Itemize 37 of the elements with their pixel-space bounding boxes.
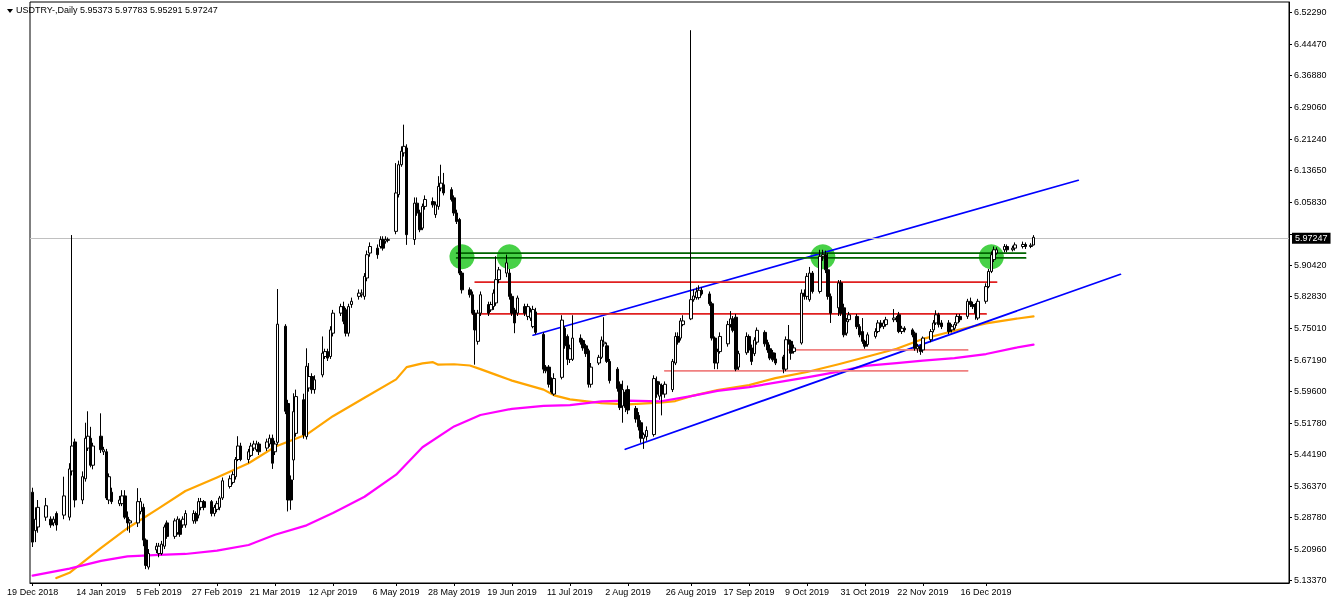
y-tick-label: 5.36370: [1294, 481, 1327, 492]
y-tick-label: 5.51780: [1294, 418, 1327, 429]
y-tick-label: 5.13370: [1294, 575, 1327, 586]
y-tick-label: 6.21240: [1294, 134, 1327, 145]
y-tick-label: 6.36880: [1294, 70, 1327, 81]
x-tick-label: 19 Dec 2018: [7, 586, 59, 597]
y-tick-label: 5.82830: [1294, 291, 1327, 302]
ref-line-label: 5.97247: [1295, 233, 1328, 244]
y-tick-label: 6.29060: [1294, 102, 1327, 113]
x-tick-label: 14 Jan 2019: [76, 586, 126, 597]
x-tick-label: 2 Aug 2019: [605, 586, 651, 597]
x-tick-label: 27 Feb 2019: [191, 586, 243, 597]
x-tick-label: 16 Dec 2019: [960, 586, 1012, 597]
y-tick-label: 6.05830: [1294, 197, 1327, 208]
x-tick-label: 12 Apr 2019: [308, 586, 358, 597]
x-tick-label: 17 Sep 2019: [723, 586, 775, 597]
y-tick-label: 5.90420: [1294, 260, 1327, 271]
x-tick-label: 6 May 2019: [372, 586, 420, 597]
x-tick-label: 28 May 2019: [428, 586, 481, 597]
y-tick-label: 6.44470: [1294, 39, 1327, 50]
x-tick-label: 11 Jul 2019: [547, 586, 593, 597]
x-tick-label: 5 Feb 2019: [136, 586, 182, 597]
x-tick-label: 21 Mar 2019: [249, 586, 301, 597]
y-tick-label: 5.75010: [1294, 323, 1327, 334]
x-tick-label: 22 Nov 2019: [897, 586, 949, 597]
y-tick-label: 5.59600: [1294, 386, 1327, 397]
x-tick-label: 19 Jun 2019: [487, 586, 537, 597]
y-tick-label: 5.20960: [1294, 544, 1327, 555]
y-tick-label: 6.52290: [1294, 7, 1327, 18]
y-tick-label: 6.13650: [1294, 165, 1327, 176]
x-tick-label: 9 Oct 2019: [784, 586, 830, 597]
chart-title: USDTRY-,Daily 5.95373 5.97783 5.95291 5.97247: [16, 4, 218, 15]
y-tick-label: 5.28780: [1294, 512, 1327, 523]
x-tick-label: 31 Oct 2019: [840, 586, 890, 597]
x-tick-label: 26 Aug 2019: [665, 586, 717, 597]
y-tick-label: 5.67190: [1294, 355, 1327, 366]
y-tick-label: 5.44190: [1294, 449, 1327, 460]
